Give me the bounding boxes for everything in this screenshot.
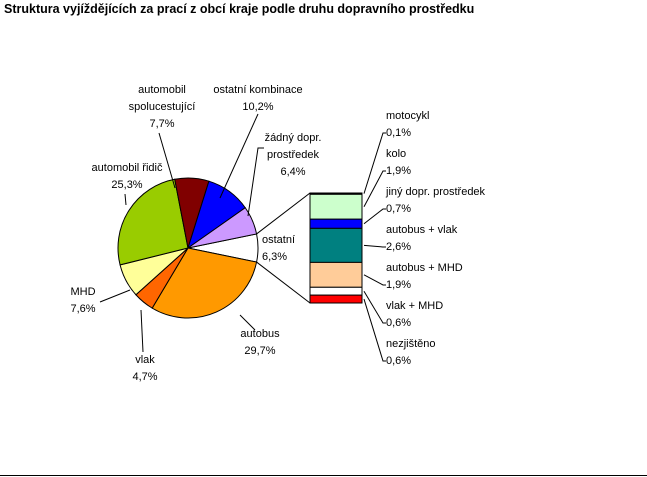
data-label-value: 29,7% bbox=[244, 345, 276, 357]
data-label-value: 7,6% bbox=[70, 303, 96, 315]
leader-line-autobus-vlak bbox=[363, 244, 386, 248]
data-label-vlak: vlak 4,7% bbox=[132, 352, 157, 386]
leader-line-zadny-dopr-prostredek bbox=[247, 147, 264, 217]
data-label-name: vlak bbox=[135, 354, 155, 366]
pie-slice-automobil-ridic bbox=[117, 178, 189, 266]
leader-line-automobil-spolucestujici bbox=[158, 132, 176, 189]
data-label-value: 6,3% bbox=[262, 251, 288, 263]
data-label-value: 2,6% bbox=[386, 241, 412, 253]
data-label-jiny-dopr-prostredek: jiný dopr. prostředek 0,7% bbox=[386, 184, 485, 218]
data-label-value: 1,9% bbox=[386, 279, 412, 291]
data-label-value: 4,7% bbox=[132, 371, 158, 383]
bar-segment-kolo bbox=[309, 193, 363, 220]
data-label-ostatni-kombinace: ostatní kombinace 10,2% bbox=[213, 82, 302, 116]
data-label-name: jiný dopr. prostředek bbox=[386, 186, 486, 198]
bottom-rule bbox=[0, 475, 647, 476]
leader-line-kolo bbox=[363, 170, 386, 207]
data-label-autobus: autobus 29,7% bbox=[240, 326, 279, 360]
leader-line-jiny-dopr-prostredek bbox=[363, 208, 386, 225]
data-label-name: automobil řidič bbox=[91, 162, 163, 174]
data-label-name: kolo bbox=[386, 148, 407, 160]
data-label-nezjisteno: nezjištěno 0,6% bbox=[386, 336, 436, 370]
leader-line-automobil-ridic bbox=[124, 193, 127, 206]
data-label-name: nezjištěno bbox=[386, 338, 436, 350]
data-label-name: vlak + MHD bbox=[386, 300, 444, 312]
data-label-name: ostatní bbox=[262, 234, 296, 246]
data-label-zadny-dopr-prostredek: žádný dopr. prostředek 6,4% bbox=[265, 130, 322, 181]
data-label-value: 1,9% bbox=[386, 165, 412, 177]
leader-line-motocykl bbox=[363, 132, 386, 194]
bar-segment-autobus-vlak bbox=[309, 227, 363, 263]
data-label-name: autobus + MHD bbox=[386, 262, 463, 274]
data-label-kolo: kolo 1,9% bbox=[386, 146, 411, 180]
data-label-value: 0,6% bbox=[386, 317, 412, 329]
data-label-name: automobil spolucestující bbox=[128, 84, 196, 113]
leader-line-ostatni-kombinace bbox=[219, 113, 259, 199]
connector-line-top bbox=[256, 192, 311, 235]
data-label-name: autobus + vlak bbox=[386, 224, 458, 236]
data-label-name: žádný dopr. prostředek bbox=[264, 132, 322, 161]
leader-line-autobus-mhd bbox=[363, 274, 386, 286]
data-label-automobil-spolucestujici: automobil spolucestující 7,7% bbox=[129, 82, 196, 133]
data-label-name: MHD bbox=[70, 286, 96, 298]
chart-title: Struktura vyjíždějících za prací z obcí … bbox=[4, 2, 475, 16]
data-label-mhd: MHD 7,6% bbox=[70, 284, 95, 318]
leader-line-vlak-mhd bbox=[363, 290, 386, 324]
data-label-motocykl: motocykl 0,1% bbox=[386, 108, 429, 142]
leader-line-autobus bbox=[239, 314, 256, 331]
data-label-value: 0,6% bbox=[386, 355, 412, 367]
bar-segment-nezjisteno bbox=[309, 294, 363, 304]
data-label-value: 10,2% bbox=[242, 101, 274, 113]
data-label-value: 6,4% bbox=[280, 166, 306, 178]
data-label-vlak-mhd: vlak + MHD 0,6% bbox=[386, 298, 443, 332]
data-label-name: ostatní kombinace bbox=[213, 84, 303, 96]
data-label-value: 0,1% bbox=[386, 127, 412, 139]
bar-segment-autobus-mhd bbox=[309, 261, 363, 288]
connector-line-bottom bbox=[256, 261, 311, 304]
bar-segment-jiny-dopr-prostredek bbox=[309, 218, 363, 229]
bar-segment-vlak-mhd bbox=[309, 286, 363, 296]
leader-line-mhd bbox=[99, 289, 131, 303]
data-label-autobus-vlak: autobus + vlak 2,6% bbox=[386, 222, 457, 256]
data-label-autobus-mhd: autobus + MHD 1,9% bbox=[386, 260, 463, 294]
data-label-name: autobus bbox=[240, 328, 280, 340]
data-label-name: motocykl bbox=[386, 110, 430, 122]
data-label-ostatni: ostatní 6,3% bbox=[262, 232, 295, 266]
data-label-value: 7,7% bbox=[149, 118, 175, 130]
leader-line-vlak bbox=[140, 309, 144, 353]
pie-slice-autobus bbox=[151, 247, 258, 319]
data-label-value: 0,7% bbox=[386, 203, 412, 215]
data-label-automobil-ridic: automobil řidič 25,3% bbox=[92, 160, 163, 194]
data-label-value: 25,3% bbox=[111, 179, 143, 191]
leader-line-nezjisteno bbox=[363, 298, 386, 362]
